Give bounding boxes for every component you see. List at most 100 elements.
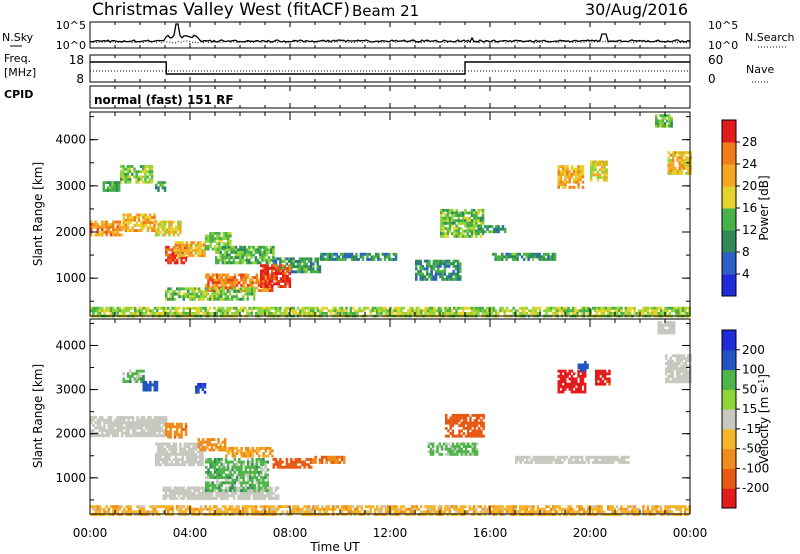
echo-cell xyxy=(268,277,272,281)
echo-cell xyxy=(114,228,117,232)
echo-cell xyxy=(263,245,266,249)
echo-cell xyxy=(446,214,450,217)
echo-cell xyxy=(268,510,271,514)
echo-cell xyxy=(307,465,311,469)
echo-cell xyxy=(549,255,552,259)
echo-cell xyxy=(240,460,243,464)
ground-scatter-cell xyxy=(90,421,93,425)
echo-cell xyxy=(224,489,228,493)
echo-cell xyxy=(251,449,254,453)
ground-scatter-cell xyxy=(174,463,178,467)
ground-scatter-cell xyxy=(682,377,686,381)
echo-cell xyxy=(455,309,458,313)
echo-cell xyxy=(246,312,249,315)
echo-cell xyxy=(452,270,455,273)
echo-cell xyxy=(277,282,281,286)
echo-cell xyxy=(208,440,211,444)
echo-cell xyxy=(624,312,628,315)
echo-cell xyxy=(182,309,185,313)
echo-cell xyxy=(98,505,102,509)
echo-cell xyxy=(268,309,271,313)
echo-cell xyxy=(106,189,110,192)
echo-cell xyxy=(328,255,332,259)
echo-cell xyxy=(249,463,252,467)
ground-scatter-cell xyxy=(170,460,173,464)
echo-cell xyxy=(670,309,674,313)
echo-cell xyxy=(213,273,217,277)
ground-scatter-cell xyxy=(661,331,665,335)
echo-cell xyxy=(523,252,526,256)
ground-scatter-cell xyxy=(116,418,119,422)
echo-cell xyxy=(233,446,237,450)
ground-scatter-cell xyxy=(159,445,162,448)
echo-cell xyxy=(380,510,383,514)
echo-cell xyxy=(169,297,172,301)
echo-cell xyxy=(622,312,625,315)
echo-cell xyxy=(651,312,654,315)
echo-cell xyxy=(216,273,219,277)
ground-scatter-cell xyxy=(668,321,671,325)
ground-scatter-cell xyxy=(570,458,573,462)
echo-cell xyxy=(490,312,493,315)
ground-scatter-cell xyxy=(140,423,144,427)
ground-scatter-cell xyxy=(541,458,544,462)
ground-scatter-cell xyxy=(164,486,168,490)
echo-cell xyxy=(338,306,342,310)
echo-cell xyxy=(488,505,491,509)
echo-cell xyxy=(146,218,150,222)
echo-cell xyxy=(376,505,379,509)
echo-cell xyxy=(671,156,675,160)
echo-cell xyxy=(442,229,445,233)
ground-scatter-cell xyxy=(197,486,201,490)
echo-cell xyxy=(163,230,167,234)
echo-cell xyxy=(162,505,166,509)
ground-scatter-cell xyxy=(147,421,150,425)
echo-cell xyxy=(229,481,232,485)
echo-cell xyxy=(165,245,168,249)
echo-cell xyxy=(142,226,145,230)
echo-cell xyxy=(685,159,688,162)
ground-scatter-cell xyxy=(116,423,119,427)
echo-cell xyxy=(182,297,186,301)
echo-cell xyxy=(172,233,176,237)
echo-cell xyxy=(202,507,205,511)
echo-cell xyxy=(254,258,258,262)
echo-cell xyxy=(211,463,215,467)
echo-cell xyxy=(222,489,226,493)
echo-cell xyxy=(182,312,185,315)
ground-scatter-cell xyxy=(243,491,247,495)
echo-cell xyxy=(557,185,560,189)
echo-cell xyxy=(144,223,147,227)
ground-scatter-cell xyxy=(664,331,667,335)
ground-scatter-cell xyxy=(164,491,168,495)
echo-cell xyxy=(455,211,458,215)
echo-cell xyxy=(231,460,234,464)
echo-cell xyxy=(116,223,119,226)
echo-cell xyxy=(424,510,427,514)
ground-scatter-cell xyxy=(118,418,122,422)
echo-cell xyxy=(473,229,476,233)
echo-cell xyxy=(501,252,504,256)
echo-cell xyxy=(146,165,149,168)
echo-cell xyxy=(532,312,535,315)
echo-cell xyxy=(264,264,267,268)
echo-cell xyxy=(324,252,327,256)
echo-cell xyxy=(353,258,356,261)
echo-cell xyxy=(663,116,667,120)
ground-scatter-cell xyxy=(123,416,126,419)
echo-cell xyxy=(442,234,445,238)
echo-cell xyxy=(440,229,443,233)
echo-cell xyxy=(579,172,582,176)
echo-cell xyxy=(223,440,227,444)
echo-cell xyxy=(589,505,592,509)
echo-cell xyxy=(384,312,388,315)
echo-cell xyxy=(459,267,462,271)
ground-scatter-cell xyxy=(131,434,135,438)
echo-cell xyxy=(211,276,215,279)
echo-cell xyxy=(235,486,239,490)
echo-cell xyxy=(264,473,267,477)
echo-cell xyxy=(242,489,245,493)
ground-scatter-cell xyxy=(665,372,668,376)
echo-cell xyxy=(248,261,251,265)
echo-cell xyxy=(680,156,684,160)
